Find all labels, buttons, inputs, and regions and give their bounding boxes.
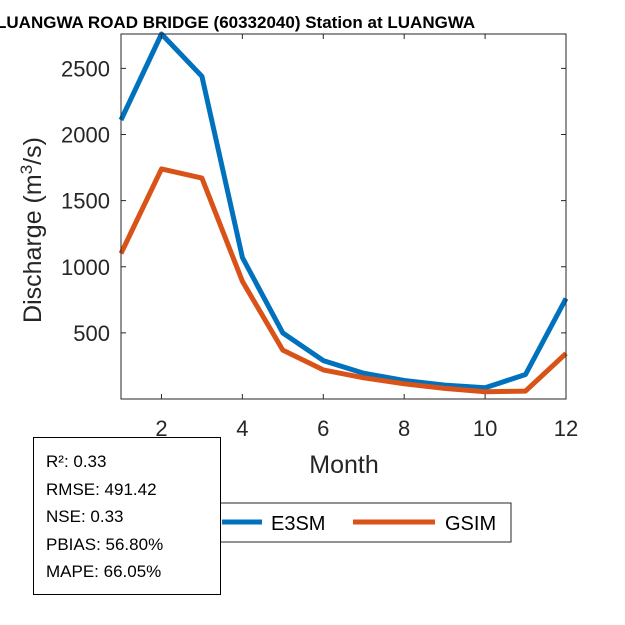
chart-title: LUANGWA ROAD BRIDGE (60332040) Station a… (0, 13, 475, 32)
x-tick-label: 12 (554, 416, 578, 441)
stat-nse: NSE: 0.33 (46, 507, 124, 526)
y-tick-label: 1000 (61, 255, 110, 280)
y-axis-label: Discharge (m3/s) (17, 137, 47, 323)
stats-box: R²: 0.33 RMSE: 491.42 NSE: 0.33 PBIAS: 5… (33, 437, 221, 595)
y-tick-label: 500 (73, 321, 110, 346)
x-axis-label: Month (309, 451, 378, 479)
plot-area: 2 4 6 8 10 12 500 1000 1500 2000 2500 (61, 31, 578, 441)
axes-box (120, 33, 567, 400)
legend-label-e3sm: E3SM (271, 513, 325, 535)
y-tick-label: 1500 (61, 189, 110, 214)
y-tick-label: 2000 (61, 123, 110, 148)
stat-rmse: RMSE: 491.42 (46, 479, 157, 499)
stat-mape: MAPE: 66.05% (46, 562, 162, 581)
legend: E3SM GSIM (213, 502, 512, 543)
x-tick-label: 8 (398, 416, 410, 441)
y-tick-label: 2500 (61, 56, 110, 81)
x-tick-label: 4 (236, 416, 248, 441)
x-tick-label: 2 (155, 416, 167, 441)
series-line-e3sm (118, 31, 569, 391)
series-line-gsim (118, 166, 568, 395)
legend-label-gsim: GSIM (445, 513, 496, 535)
x-tick-label: 6 (317, 416, 329, 441)
stat-r2: R²: 0.33 (46, 452, 107, 471)
x-tick-label: 10 (473, 416, 497, 441)
stat-pbias: PBIAS: 56.80% (46, 534, 164, 554)
